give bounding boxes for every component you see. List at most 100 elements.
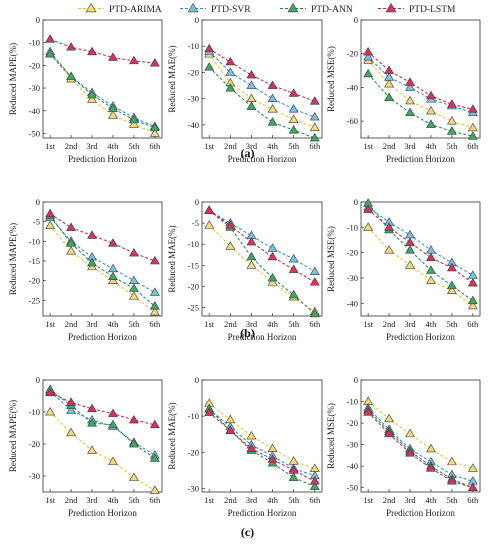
y-tick-label: 0 (354, 375, 358, 385)
data-point (267, 117, 278, 126)
legend: PTD-ARIMA PTD-SVR PTD-ANN PTD-LSTM (78, 2, 456, 15)
series-line (49, 225, 156, 313)
data-point (467, 104, 478, 113)
series-ptd-arima (363, 222, 478, 310)
data-point (87, 230, 97, 239)
x-tick-label: 1st (45, 141, 56, 151)
data-point (309, 96, 320, 105)
series-ptd-lstm (363, 407, 478, 492)
y-tick-label: -40 (347, 82, 358, 92)
series-ptd-arima (204, 49, 320, 131)
x-axis-label: Prediction Horizon (386, 154, 455, 164)
data-point (288, 88, 299, 97)
series-line (367, 202, 474, 302)
series-ptd-arima (363, 55, 478, 132)
x-tick-label: 3rd (246, 495, 258, 505)
data-point (66, 405, 77, 414)
data-point (467, 300, 478, 310)
data-point (267, 80, 278, 89)
data-point (309, 122, 320, 131)
chart-panel-b-mse: 0 -10 -20 -30 -40 1st 2nd 3rd 4th 5th 6th Predictio… (326, 197, 481, 342)
legend-item-ptd-arima: PTD-ARIMA (78, 2, 162, 15)
data-point (426, 252, 436, 262)
data-point (66, 238, 77, 247)
data-point (45, 208, 56, 218)
data-point (363, 46, 374, 56)
y-tick-label: -10 (188, 411, 199, 421)
plot-frame (360, 19, 481, 139)
data-point (384, 428, 395, 438)
data-point (87, 94, 97, 103)
series-line (49, 215, 156, 307)
data-point (128, 472, 139, 481)
data-point (149, 255, 160, 265)
data-point (149, 58, 160, 67)
x-tick-label: 6th (149, 495, 161, 505)
data-point (128, 283, 139, 292)
y-axis-label: Reduced MAE(%) (167, 45, 177, 112)
series-line (49, 392, 155, 426)
data-point (446, 262, 457, 272)
x-tick-label: 1st (204, 319, 215, 329)
chart-panel-c-mse: 0 -10 -20 -30 -40 -50 1st 2nd 3rd 4th 5th 6th Predic… (326, 375, 481, 518)
data-point (288, 456, 299, 465)
data-point (309, 308, 320, 318)
x-tick-label: 2nd (383, 319, 397, 329)
series-line (367, 206, 474, 276)
x-tick-label: 5th (288, 495, 300, 505)
y-tick-label: -10 (29, 38, 40, 48)
x-tick-label: 4th (426, 141, 438, 151)
y-tick-label: 0 (195, 15, 199, 25)
series-ptd-lstm (45, 34, 160, 67)
series-line (208, 66, 315, 139)
data-point (204, 43, 215, 53)
series-ptd-svr (363, 202, 478, 279)
y-axis-label: Reduced MSE(%) (326, 46, 336, 112)
y-tick-label: -40 (188, 120, 199, 130)
data-point (149, 287, 160, 296)
data-point (108, 456, 118, 465)
series-ptd-lstm (204, 407, 320, 485)
chart-panel-b-mae: 0 -5 -10 -15 -20 -25 1st 2nd 3rd 4th 5th 6th Predict… (167, 197, 323, 342)
x-tick-label: 3rd (86, 319, 98, 329)
data-point (128, 438, 139, 448)
data-point (309, 481, 320, 490)
y-tick-label: -30 (188, 483, 199, 493)
series-ptd-ann (363, 405, 478, 492)
data-point (149, 307, 160, 316)
y-tick-label: 0 (36, 375, 40, 385)
x-tick-label: 1st (363, 141, 374, 151)
data-point (288, 114, 299, 123)
legend-label: PTD-LSTM (409, 5, 456, 15)
data-point (363, 52, 374, 61)
x-axis-label: Prediction Horizon (386, 508, 455, 518)
y-axis-label: Reduced MSE(%) (326, 226, 336, 292)
y-axis-label: Reduced MSE(%) (326, 403, 336, 469)
x-tick-label: 2nd (224, 495, 238, 505)
chart-panel-c-mape: 0 -10 -20 -30 1st 2nd 3rd 4th 5th 6th Prediction H… (8, 375, 163, 518)
y-axis-label: Reduced MAE(%) (167, 402, 177, 469)
data-point (246, 93, 257, 102)
data-point (426, 275, 436, 284)
series-line (367, 226, 474, 307)
plot-frame (42, 19, 163, 139)
series-ptd-lstm (45, 387, 160, 429)
data-point (405, 260, 415, 269)
x-tick-label: 5th (446, 495, 458, 505)
y-tick-label: -10 (347, 397, 358, 407)
data-point (128, 55, 139, 65)
x-tick-label: 6th (467, 141, 479, 151)
y-tick-label: -30 (347, 273, 358, 283)
data-point (267, 104, 278, 113)
data-point (66, 42, 77, 51)
series-ptd-svr (204, 403, 320, 480)
series-ptd-lstm (204, 43, 320, 105)
data-point (149, 419, 160, 429)
series-ptd-lstm (363, 46, 478, 113)
series-line (367, 409, 474, 489)
data-point (149, 301, 160, 310)
series-line (367, 73, 473, 137)
data-point (149, 122, 160, 132)
y-tick-label: -25 (188, 303, 199, 313)
series-ptd-lstm (204, 205, 320, 286)
